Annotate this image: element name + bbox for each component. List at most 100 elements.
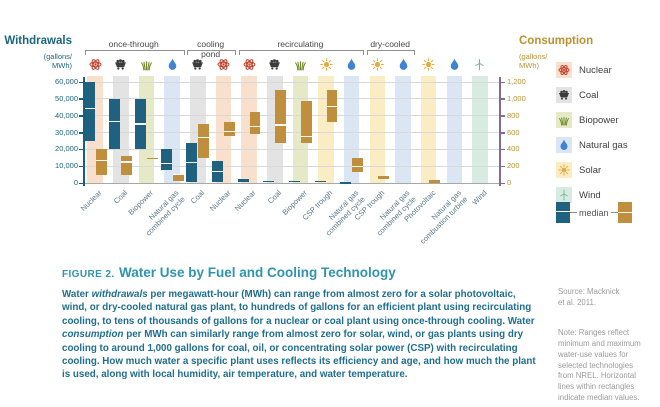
legend-item-wind: Wind — [556, 187, 628, 203]
median-line — [300, 136, 312, 138]
right-axis-tick — [501, 182, 505, 184]
solar-icon — [422, 58, 435, 71]
legend-label: Nuclear — [579, 64, 612, 76]
gridline — [85, 81, 499, 83]
right-axis-tick-label: 200 — [507, 161, 520, 171]
left-axis-tick-label: 10,000 — [55, 161, 78, 171]
consumption-bar — [326, 89, 338, 122]
right-axis-tick-label: 400 — [507, 144, 520, 154]
group-bracket — [366, 50, 416, 55]
x-axis-label: Nuclear — [207, 188, 233, 213]
median-line — [352, 165, 364, 167]
median-line — [249, 126, 261, 128]
consumption-bar — [377, 176, 389, 180]
caption-italic-term: withdrawals — [91, 289, 148, 300]
left-axis-tick — [79, 132, 83, 134]
consumption-bar — [300, 100, 312, 143]
gridline — [85, 148, 499, 150]
coal-icon — [268, 58, 281, 71]
gas-icon — [397, 58, 410, 71]
coal-icon — [556, 87, 572, 103]
median-legend: median — [556, 202, 632, 223]
left-axis-tick-label: 30,000 — [55, 127, 78, 137]
gridline — [85, 165, 499, 167]
caption-text: per megawatt-hour (MWh) can range from a… — [62, 289, 535, 327]
right-axis-tick — [501, 81, 505, 83]
group-label: recirculating — [277, 39, 324, 49]
figure-number: FIGURE 2. — [62, 269, 115, 280]
left-axis-tick — [79, 115, 83, 117]
consumption-bar — [147, 157, 158, 159]
group-label: dry-cooled — [370, 39, 410, 49]
column-band — [420, 76, 437, 183]
nuclear-icon — [89, 58, 102, 71]
left-axis-tick-label: 50,000 — [55, 93, 78, 103]
right-axis-tick-label: 0 — [507, 178, 512, 187]
consumption-bar — [352, 157, 364, 173]
biopower-icon — [556, 112, 572, 128]
consumption-bar — [223, 122, 235, 136]
gridline — [85, 115, 499, 117]
biopower-icon — [294, 58, 307, 71]
legend-item-gas: Natural gas — [556, 137, 628, 153]
withdrawals-axis-title: Withdrawals — [4, 35, 72, 47]
right-axis-tick — [501, 98, 505, 100]
legend-dash — [570, 212, 577, 213]
x-axis-label: Nuclear — [233, 188, 258, 213]
nuclear-icon — [217, 58, 230, 71]
solar-icon — [371, 58, 384, 71]
source-note: Source: Macknick et al. 2011. — [558, 286, 620, 307]
group-bracket — [187, 50, 236, 55]
consumption-bar — [198, 124, 210, 158]
withdrawal-bar — [237, 178, 249, 182]
x-axis-label: Wind — [470, 188, 489, 207]
withdrawals-axis-unit: (gallons/ MWh) — [43, 52, 72, 70]
column-band — [369, 76, 386, 183]
median-line — [172, 173, 184, 176]
median-line — [160, 163, 172, 165]
x-axis-label: Coal — [266, 188, 284, 206]
column-band — [215, 76, 232, 183]
legend-item-coal: Coal — [556, 87, 628, 103]
legend-label: Solar — [579, 164, 602, 176]
consumption-bar — [429, 180, 441, 183]
left-axis-tick — [79, 81, 83, 83]
consumption-bar — [121, 156, 133, 175]
group-bracket — [238, 50, 365, 55]
left-axis-tick-label: 0 — [73, 178, 78, 187]
right-axis-tick-label: 1,200 — [507, 77, 526, 86]
figure-heading: FIGURE 2. Water Use by Fuel and Cooling … — [62, 264, 542, 282]
withdrawal-bar — [135, 98, 146, 150]
median-line — [275, 124, 287, 126]
gas-icon — [556, 137, 572, 153]
legend-label: Coal — [579, 89, 599, 101]
gas-icon — [448, 58, 461, 71]
legend-label: Biopower — [579, 114, 619, 126]
legend-label: Wind — [579, 189, 601, 201]
right-axis-tick-label: 1,000 — [507, 93, 526, 103]
consumption-bar — [172, 173, 184, 182]
withdrawal-bar — [314, 180, 326, 183]
median-line — [95, 159, 107, 161]
group-label: cooling pond — [197, 39, 225, 59]
legend-item-solar: Solar — [556, 162, 628, 178]
group-bracket — [84, 50, 185, 55]
figure-caption: FIGURE 2. Water Use by Fuel and Cooling … — [62, 264, 542, 382]
column-band — [395, 76, 411, 183]
right-axis-tick-label: 800 — [507, 110, 520, 120]
withdrawal-bar — [340, 182, 352, 184]
legend-item-nuclear: Nuclear — [556, 62, 628, 78]
left-axis-tick — [79, 148, 83, 151]
biopower-icon — [140, 58, 153, 71]
consumption-median-swatch — [617, 202, 632, 223]
consumption-bar — [95, 149, 107, 175]
median-line — [198, 136, 210, 138]
median-line — [223, 131, 235, 133]
left-axis-tick — [79, 98, 83, 100]
withdrawal-bar — [212, 161, 223, 183]
median-line — [83, 107, 95, 109]
left-axis-tick-label: 40,000 — [55, 110, 78, 120]
x-axis-label: Nuclear — [79, 188, 104, 213]
median-line — [186, 161, 198, 163]
